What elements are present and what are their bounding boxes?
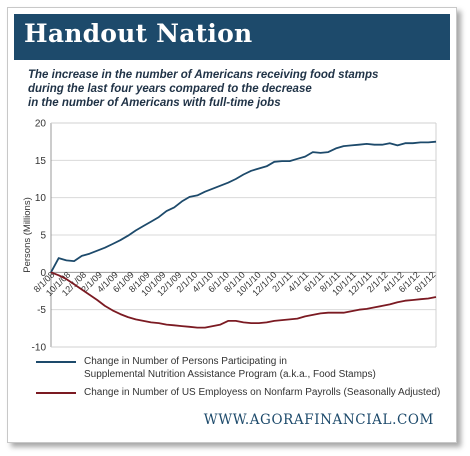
y-tick-label: 10 (35, 193, 47, 204)
series-line-food-stamps (50, 140, 437, 273)
y-tick-label: 20 (35, 119, 47, 130)
legend-label-food-stamps-line-1: Change in Number of Persons Participatin… (84, 356, 287, 367)
subtitle-line-1: The increase in the number of Americans … (28, 69, 379, 81)
page-title: Handout Nation (24, 19, 253, 48)
footer-url-text[interactable]: WWW.AGORAFINANCIAL.COM (203, 412, 434, 428)
subtitle-line-2: during the last four years compared to t… (28, 83, 312, 95)
header-bar: Handout Nation (14, 14, 450, 60)
y-tick-label: 15 (35, 156, 47, 167)
chart-subtitle: The increase in the number of Americans … (28, 68, 438, 110)
legend-label-payrolls: Change in Number of US Employess on Nonf… (84, 387, 441, 398)
y-axis-label: Persons (Millions) (22, 197, 33, 273)
legend-label-food-stamps-line-2: Supplemental Nutrition Assistance Progra… (84, 369, 376, 380)
legend-label-food-stamps: Change in Number of Persons Participatin… (84, 355, 376, 381)
y-tick-label: -5 (37, 305, 46, 316)
y-tick-label: -10 (32, 343, 47, 354)
legend-swatch-payrolls (36, 392, 76, 394)
subtitle-line-3: in the number of Americans with full-tim… (28, 97, 281, 109)
legend-swatch-food-stamps (36, 361, 76, 363)
infographic-card: Handout Nation The increase in the numbe… (7, 7, 457, 443)
y-tick-label: 0 (40, 268, 46, 279)
footer-url[interactable]: WWW.AGORAFINANCIAL.COM (8, 412, 456, 428)
series-line-payrolls (50, 271, 437, 329)
y-tick-label: 5 (40, 231, 46, 242)
